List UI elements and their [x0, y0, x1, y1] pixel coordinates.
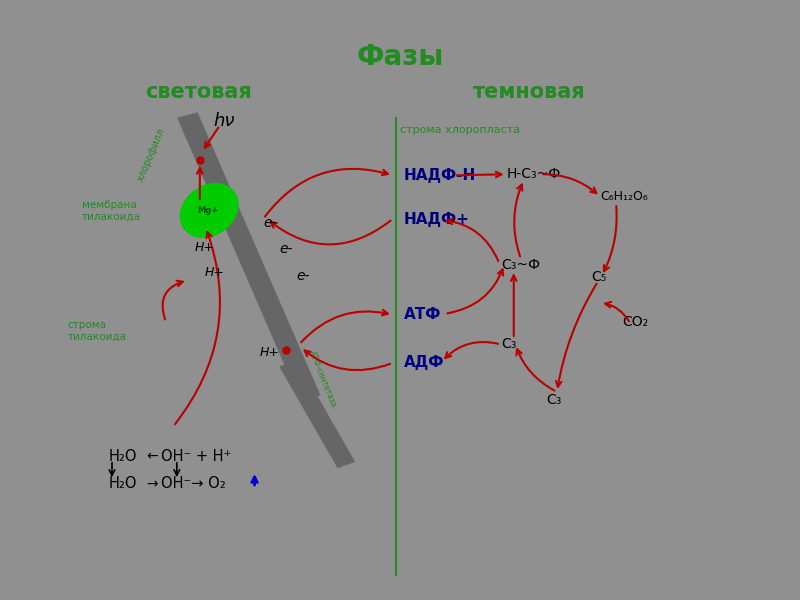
- Text: НАДФ+: НАДФ+: [404, 212, 470, 227]
- Text: световая: световая: [145, 82, 252, 102]
- Polygon shape: [280, 361, 354, 467]
- Text: Н-С₃~Ф: Н-С₃~Ф: [506, 167, 561, 181]
- Text: С₃: С₃: [501, 337, 516, 352]
- Text: H₂O: H₂O: [109, 449, 137, 464]
- Text: ←: ←: [146, 449, 158, 463]
- Text: →: →: [146, 477, 158, 491]
- Text: АДФ: АДФ: [404, 355, 444, 370]
- Text: hν: hν: [213, 112, 234, 130]
- Text: НАДФ-Н: НАДФ-Н: [404, 168, 476, 183]
- Text: H+: H+: [259, 346, 279, 359]
- Text: хлорофилл: хлорофилл: [136, 127, 167, 183]
- Text: СО₂: СО₂: [622, 315, 648, 329]
- Text: С₆Н₁₂О₆: С₆Н₁₂О₆: [600, 190, 648, 203]
- Text: Фазы: Фазы: [356, 43, 444, 71]
- Text: темновая: темновая: [474, 82, 586, 102]
- Text: H+: H+: [195, 241, 214, 254]
- Text: e-: e-: [263, 216, 277, 230]
- Text: АТФ: АТФ: [404, 307, 441, 322]
- Text: H+: H+: [204, 266, 224, 279]
- Text: мембрана
тилакоида: мембрана тилакоида: [82, 200, 141, 221]
- Text: H₂O: H₂O: [109, 476, 137, 491]
- Text: OH⁻→ O₂: OH⁻→ O₂: [161, 476, 226, 491]
- Text: С₃: С₃: [546, 393, 562, 407]
- Text: АТФ-синтетаза: АТФ-синтетаза: [307, 350, 338, 409]
- Ellipse shape: [180, 184, 238, 237]
- Polygon shape: [178, 113, 319, 400]
- Text: OH⁻ + H⁺: OH⁻ + H⁺: [161, 449, 231, 464]
- Text: строма
тилакоида: строма тилакоида: [67, 320, 126, 341]
- Text: С₃~Ф: С₃~Ф: [501, 257, 540, 272]
- Text: e-: e-: [280, 242, 294, 256]
- Text: e-: e-: [296, 269, 310, 283]
- Text: С₅: С₅: [590, 271, 606, 284]
- Text: Мg+: Мg+: [197, 206, 218, 215]
- Text: строма хлоропласта: строма хлоропласта: [400, 125, 520, 134]
